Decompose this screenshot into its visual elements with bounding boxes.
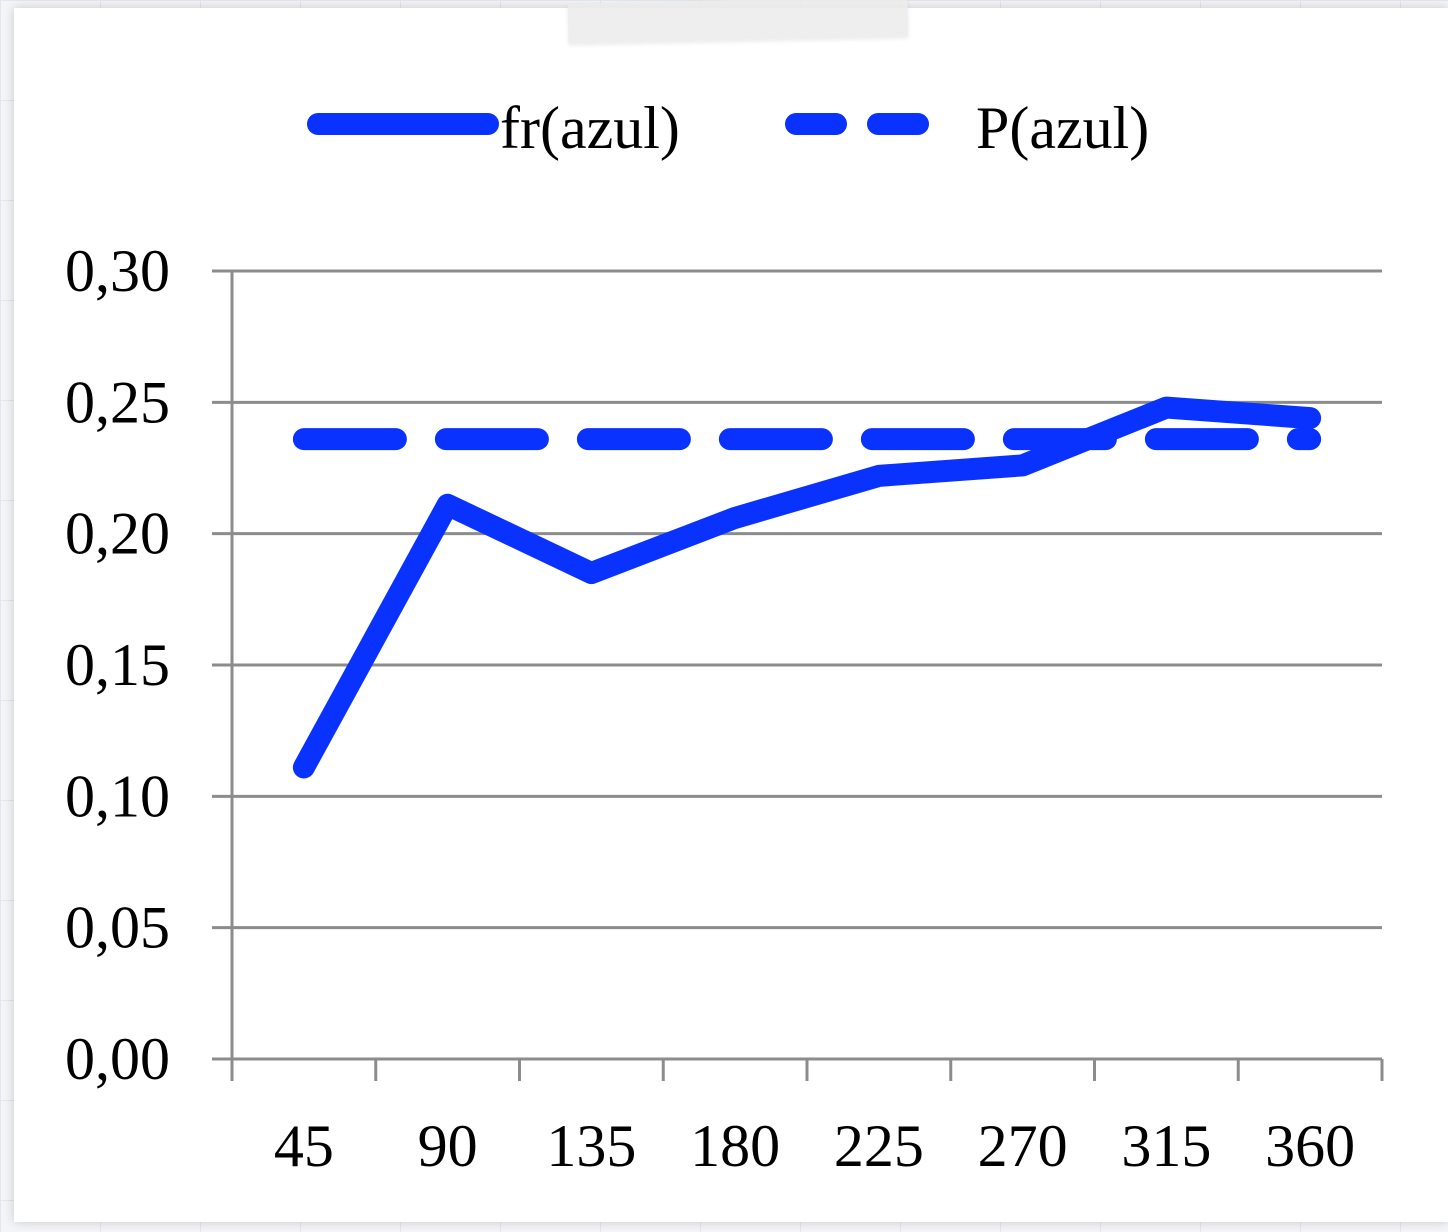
y-tick-label: 0,20 bbox=[65, 501, 170, 567]
y-tick-label: 0,30 bbox=[65, 238, 170, 304]
y-tick-labels: 0,00 0,05 0,10 0,15 0,20 0,25 0,30 bbox=[65, 238, 170, 1092]
y-tick-label: 0,25 bbox=[65, 369, 170, 435]
x-tick-label: 180 bbox=[690, 1113, 780, 1179]
x-tick-label: 90 bbox=[418, 1113, 478, 1179]
x-tick-label: 360 bbox=[1265, 1113, 1355, 1179]
y-tick-label: 0,10 bbox=[65, 763, 170, 829]
axes bbox=[212, 271, 1384, 1081]
x-tick-label: 45 bbox=[274, 1113, 334, 1179]
x-tick-label: 135 bbox=[546, 1113, 636, 1179]
legend: fr(azul) P(azul) bbox=[307, 95, 1149, 161]
x-tick-labels: 45 90 135 180 225 270 315 360 bbox=[274, 1113, 1355, 1179]
y-tick-label: 0,15 bbox=[65, 632, 170, 698]
y-tick-label: 0,00 bbox=[65, 1026, 170, 1092]
y-tick-label: 0,05 bbox=[65, 895, 170, 961]
legend-label-p-azul: P(azul) bbox=[976, 95, 1149, 161]
series-lines bbox=[292, 396, 1322, 779]
legend-label-fr-azul: fr(azul) bbox=[500, 95, 680, 161]
chart-card bbox=[14, 8, 1448, 1222]
x-tick-label: 270 bbox=[978, 1113, 1068, 1179]
x-tick-label: 315 bbox=[1121, 1113, 1211, 1179]
series-line-fr-azul bbox=[292, 396, 1322, 779]
x-tick-label: 225 bbox=[834, 1113, 924, 1179]
